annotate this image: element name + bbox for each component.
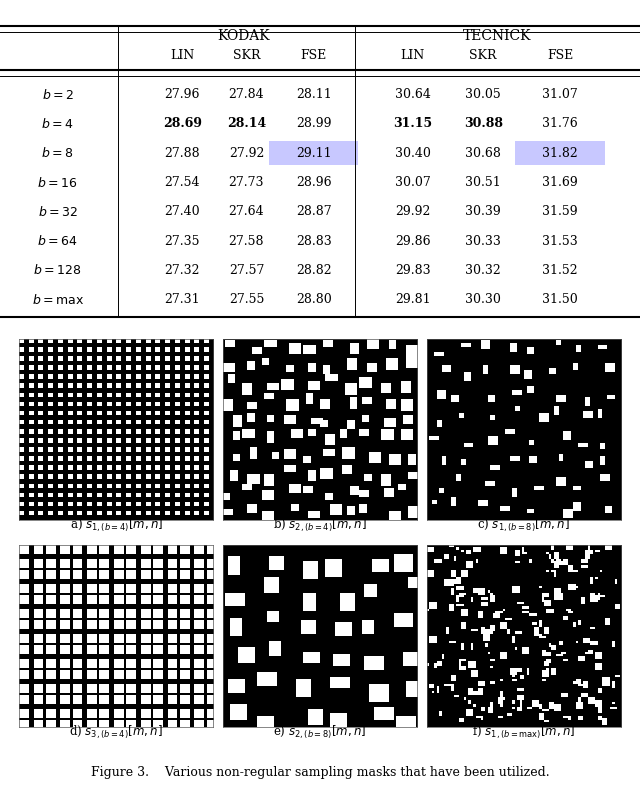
Text: 30.07: 30.07 (395, 176, 431, 189)
Text: 31.15: 31.15 (393, 117, 433, 131)
Text: 27.88: 27.88 (164, 147, 200, 159)
Text: 30.05: 30.05 (465, 88, 501, 101)
Text: 27.73: 27.73 (228, 176, 264, 189)
Text: FSE: FSE (300, 49, 327, 62)
Text: 27.58: 27.58 (228, 234, 264, 248)
FancyBboxPatch shape (269, 141, 358, 165)
Text: 28.69: 28.69 (163, 117, 202, 131)
Text: $b = 128$: $b = 128$ (33, 264, 82, 277)
Text: SKR: SKR (233, 49, 260, 62)
Text: KODAK: KODAK (217, 29, 269, 44)
Text: 31.52: 31.52 (542, 264, 578, 277)
Text: 28.80: 28.80 (296, 293, 332, 306)
Text: 29.83: 29.83 (395, 264, 431, 277)
Text: $b = 8$: $b = 8$ (42, 147, 74, 160)
Text: 30.51: 30.51 (465, 176, 501, 189)
Text: 28.99: 28.99 (296, 117, 332, 131)
Text: 30.68: 30.68 (465, 147, 501, 159)
Text: 31.50: 31.50 (542, 293, 578, 306)
Text: $b = 2$: $b = 2$ (42, 88, 74, 102)
Text: 30.30: 30.30 (465, 293, 501, 306)
Text: 31.53: 31.53 (542, 234, 578, 248)
Text: 27.35: 27.35 (164, 234, 200, 248)
Text: 27.54: 27.54 (164, 176, 200, 189)
Text: e) $s_{2,(b=8)}[m, n]$: e) $s_{2,(b=8)}[m, n]$ (273, 724, 367, 740)
Text: Figure 3.    Various non-regular sampling masks that have been utilized.: Figure 3. Various non-regular sampling m… (91, 767, 549, 779)
Text: a) $s_{1,(b=4)}[m, n]$: a) $s_{1,(b=4)}[m, n]$ (70, 517, 163, 534)
Text: 28.11: 28.11 (296, 88, 332, 101)
Text: 27.31: 27.31 (164, 293, 200, 306)
Text: 27.92: 27.92 (228, 147, 264, 159)
Text: 30.40: 30.40 (395, 147, 431, 159)
Text: $b = 64$: $b = 64$ (37, 234, 78, 248)
Text: 29.81: 29.81 (395, 293, 431, 306)
Text: 30.39: 30.39 (465, 206, 501, 218)
Text: 28.96: 28.96 (296, 176, 332, 189)
Text: 29.86: 29.86 (395, 234, 431, 248)
Text: SKR: SKR (470, 49, 497, 62)
Text: 30.32: 30.32 (465, 264, 501, 277)
Text: $b = \mathrm{max}$: $b = \mathrm{max}$ (31, 292, 84, 307)
Text: 31.07: 31.07 (542, 88, 578, 101)
Text: 31.76: 31.76 (542, 117, 578, 131)
FancyBboxPatch shape (515, 141, 605, 165)
Text: c) $s_{1,(b=8)}[m, n]$: c) $s_{1,(b=8)}[m, n]$ (477, 517, 570, 534)
Text: 29.92: 29.92 (395, 206, 431, 218)
Text: $b = 4$: $b = 4$ (42, 117, 74, 131)
Text: 27.32: 27.32 (164, 264, 200, 277)
Text: $b = 16$: $b = 16$ (37, 175, 78, 190)
Text: 30.33: 30.33 (465, 234, 501, 248)
Text: 31.82: 31.82 (542, 147, 578, 159)
Text: 27.84: 27.84 (228, 88, 264, 101)
Text: 30.64: 30.64 (395, 88, 431, 101)
Text: FSE: FSE (547, 49, 573, 62)
Text: 29.11: 29.11 (296, 147, 332, 159)
Text: 28.14: 28.14 (227, 117, 266, 131)
Text: LIN: LIN (401, 49, 425, 62)
Text: 28.87: 28.87 (296, 206, 332, 218)
Text: b) $s_{2,(b=4)}[m, n]$: b) $s_{2,(b=4)}[m, n]$ (273, 517, 367, 534)
Text: 31.59: 31.59 (542, 206, 578, 218)
Text: f) $s_{1,(b=\max)}[m, n]$: f) $s_{1,(b=\max)}[m, n]$ (472, 724, 575, 740)
Text: 27.57: 27.57 (228, 264, 264, 277)
Text: 27.55: 27.55 (228, 293, 264, 306)
Text: 28.83: 28.83 (296, 234, 332, 248)
Text: LIN: LIN (170, 49, 195, 62)
Text: 27.40: 27.40 (164, 206, 200, 218)
Text: $b = 32$: $b = 32$ (38, 205, 77, 219)
Text: 30.88: 30.88 (464, 117, 502, 131)
Text: 28.82: 28.82 (296, 264, 332, 277)
Text: d) $s_{3,(b=4)}[m, n]$: d) $s_{3,(b=4)}[m, n]$ (69, 724, 163, 740)
Text: 31.69: 31.69 (542, 176, 578, 189)
Text: 27.64: 27.64 (228, 206, 264, 218)
Text: TECNICK: TECNICK (463, 29, 532, 44)
Text: 27.96: 27.96 (164, 88, 200, 101)
